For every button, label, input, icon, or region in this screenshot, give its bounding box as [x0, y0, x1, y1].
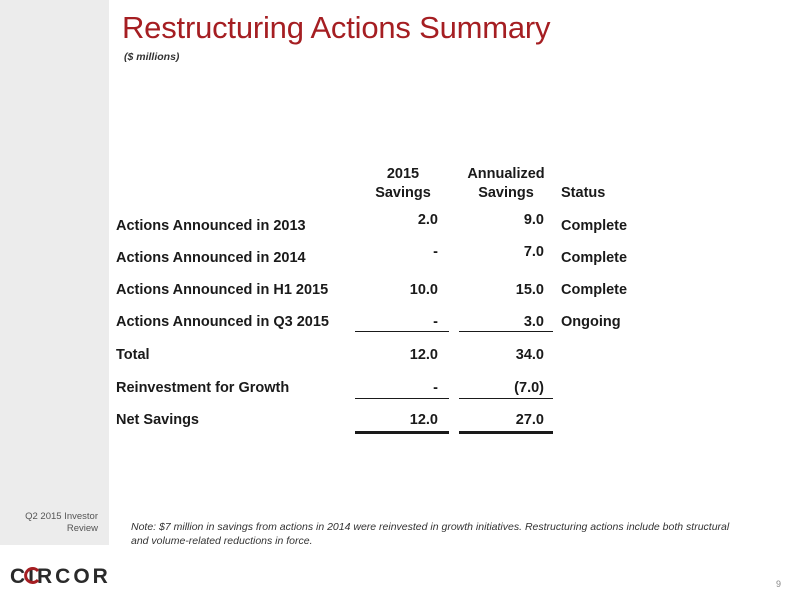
header-annualized-savings: Annualized Savings: [456, 165, 556, 203]
net-rule-2015: [355, 398, 449, 399]
cell-status: Ongoing: [561, 314, 621, 330]
company-logo: CIRCOR: [10, 565, 108, 588]
logo-red-arc: [24, 567, 40, 584]
row-label: Total: [116, 347, 150, 363]
table-row-h1-2015: Actions Announced in H1 2015 10.0 15.0 C…: [0, 282, 800, 304]
cell-2015-savings: 12.0: [409, 347, 438, 363]
page-number: 9: [776, 579, 782, 589]
cell-annualized-savings: 15.0: [515, 282, 544, 298]
table-row-2013: Actions Announced in 2013 2.0 9.0 Comple…: [0, 212, 800, 240]
cell-annualized-savings: 9.0: [523, 212, 544, 228]
cell-status: Complete: [561, 282, 628, 298]
cell-annualized-savings: 7.0: [523, 244, 544, 260]
row-label: Actions Announced in 2014: [116, 250, 306, 266]
header-annualized-savings-line1: Annualized: [467, 166, 545, 182]
page-title: Restructuring Actions Summary: [122, 10, 551, 45]
cell-2015-savings: -: [433, 314, 438, 330]
subtotal-rule-annualized: [459, 331, 553, 332]
units-subtitle: ($ millions): [124, 51, 180, 63]
row-label: Actions Announced in 2013: [116, 218, 306, 234]
cell-annualized-savings: (7.0): [514, 380, 544, 396]
cell-status: Complete: [561, 218, 628, 234]
cell-2015-savings: 2.0: [417, 212, 438, 228]
footer-label-line1: Q2 2015 Investor: [25, 511, 98, 522]
header-2015-savings: 2015 Savings: [358, 165, 448, 203]
row-label: Actions Announced in H1 2015: [116, 282, 329, 298]
header-status: Status: [561, 185, 606, 201]
cell-2015-savings: -: [433, 380, 438, 396]
row-label: Reinvestment for Growth: [116, 380, 290, 396]
footer-label: Q2 2015 Investor Review: [0, 511, 98, 535]
header-annualized-savings-line2: Savings: [478, 185, 534, 201]
table-row-reinvestment: Reinvestment for Growth - (7.0): [0, 380, 800, 402]
cell-2015-savings: -: [433, 244, 438, 260]
header-2015-savings-line1: 2015: [386, 166, 420, 182]
table-row-net-savings: Net Savings 12.0 27.0: [0, 412, 800, 434]
table-row-total: Total 12.0 34.0: [0, 347, 800, 369]
left-sidebar-band: [0, 0, 109, 545]
cell-annualized-savings: 3.0: [523, 314, 544, 330]
header-2015-savings-line2: Savings: [375, 185, 431, 201]
net-rule-annualized: [459, 398, 553, 399]
cell-status: Complete: [561, 250, 628, 266]
cell-annualized-savings: 27.0: [515, 412, 544, 428]
table-row-2014: Actions Announced in 2014 - 7.0 Complete: [0, 244, 800, 272]
row-label: Actions Announced in Q3 2015: [116, 314, 329, 330]
cell-2015-savings: 12.0: [409, 412, 438, 428]
subtotal-rule-2015: [355, 331, 449, 332]
double-rule-2015: [355, 431, 449, 434]
footer-label-line2: Review: [66, 523, 98, 534]
row-label: Net Savings: [116, 412, 199, 428]
footnote: Note: $7 million in savings from actions…: [131, 521, 730, 547]
cell-2015-savings: 10.0: [409, 282, 438, 298]
double-rule-annualized: [459, 431, 553, 434]
table-row-q3-2015: Actions Announced in Q3 2015 - 3.0 Ongoi…: [0, 314, 800, 336]
cell-annualized-savings: 34.0: [515, 347, 544, 363]
